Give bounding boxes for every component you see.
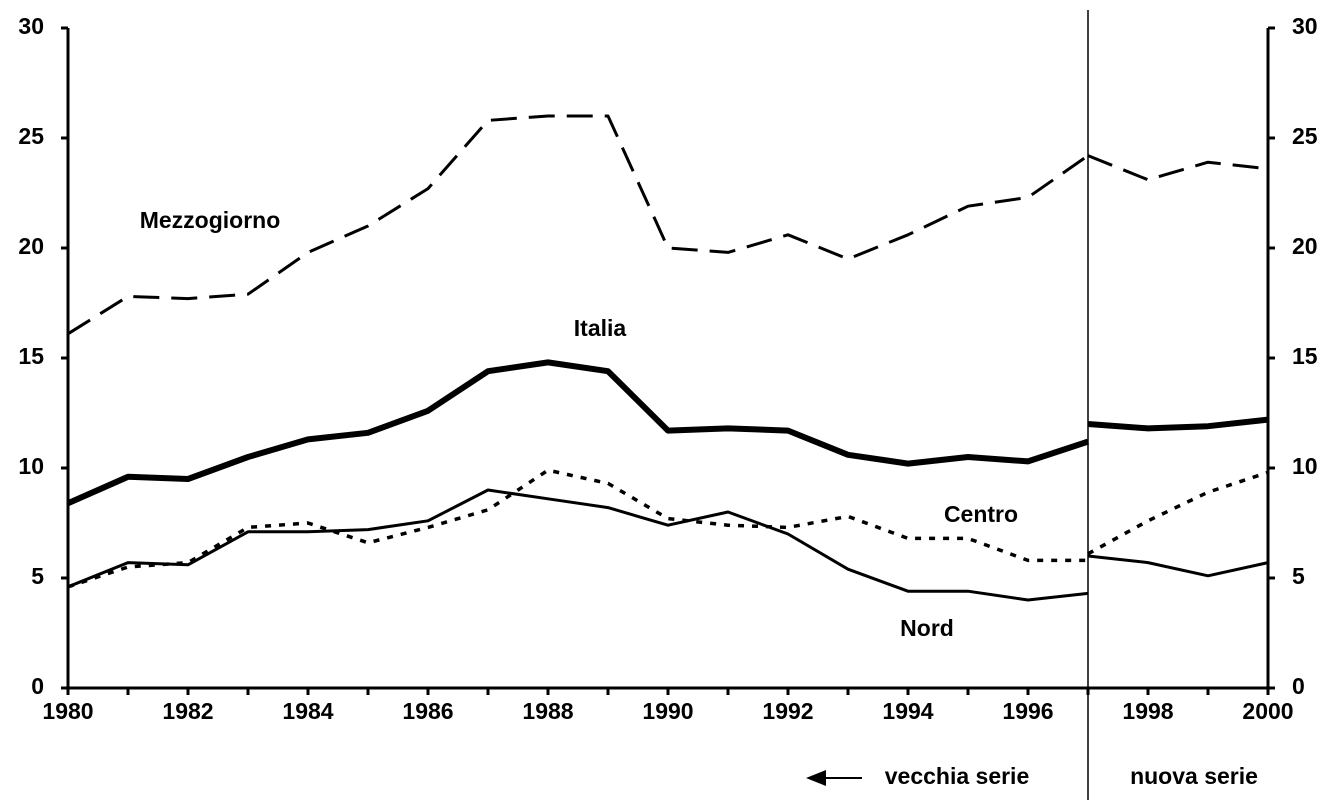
x-tick-label: 1990 [642, 698, 693, 724]
series-label: Mezzogiorno [140, 207, 281, 233]
y-tick-label: 15 [18, 343, 44, 369]
x-tick-label: 1996 [1002, 698, 1053, 724]
x-tick-label: 1986 [402, 698, 453, 724]
y-tick-label: 20 [18, 233, 44, 259]
y2-tick-label: 5 [1292, 563, 1305, 589]
y2-tick-label: 25 [1292, 123, 1318, 149]
y-tick-label: 0 [31, 673, 44, 699]
series-line [67, 488, 1089, 602]
y-tick-label: 10 [18, 453, 44, 479]
x-tick-label: 1984 [282, 698, 333, 724]
y2-tick-label: 0 [1292, 673, 1305, 699]
series-line [1087, 470, 1269, 556]
x-tick-label: 2000 [1242, 698, 1293, 724]
x-tick-label: 1982 [162, 698, 213, 724]
series-line [1087, 554, 1269, 578]
x-tick-label: 1980 [42, 698, 93, 724]
annotation: vecchia serie [885, 763, 1030, 789]
series-line [66, 359, 1089, 506]
arrow-head [806, 770, 826, 786]
x-tick-label: 1994 [882, 698, 933, 724]
series-label: Nord [900, 615, 954, 641]
y2-tick-label: 30 [1292, 13, 1318, 39]
y2-tick-label: 20 [1292, 233, 1318, 259]
y-tick-label: 5 [31, 563, 44, 589]
series-line [1087, 154, 1269, 182]
series-line [1087, 416, 1269, 432]
x-tick-label: 1992 [762, 698, 813, 724]
series-line [67, 468, 1088, 589]
x-tick-label: 1998 [1122, 698, 1173, 724]
x-tick-label: 1988 [522, 698, 573, 724]
y2-tick-label: 10 [1292, 453, 1318, 479]
y-tick-label: 30 [18, 13, 44, 39]
y2-tick-label: 15 [1292, 343, 1318, 369]
series-label: Italia [574, 315, 627, 341]
annotation: nuova serie [1130, 763, 1258, 789]
y-tick-label: 25 [18, 123, 44, 149]
series-line [67, 114, 1089, 336]
series-label: Centro [944, 501, 1018, 527]
